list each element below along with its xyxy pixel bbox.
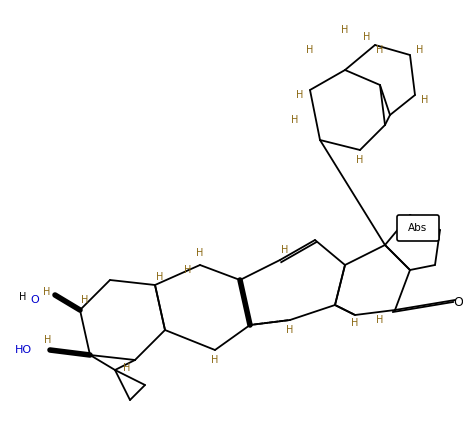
Text: H: H [44,335,52,345]
Text: H: H [43,287,50,297]
Text: H: H [296,90,304,100]
Text: HO: HO [15,345,32,355]
Text: H: H [286,325,294,335]
Text: Abs: Abs [408,223,428,233]
Text: H: H [363,32,371,42]
Text: H: H [282,245,289,255]
Text: H: H [196,248,204,258]
Text: H: H [81,295,89,305]
Text: H: H [376,45,384,55]
Text: H: H [184,265,192,275]
Text: H: H [156,272,164,282]
Text: H: H [123,363,131,373]
Text: H: H [416,45,424,55]
Text: H: H [357,155,364,165]
FancyBboxPatch shape [397,215,439,241]
Text: H: H [19,292,27,302]
Text: H: H [307,45,314,55]
Text: H: H [421,95,429,105]
Text: H: H [211,355,219,365]
Text: H: H [291,115,299,125]
Text: H: H [341,25,349,35]
Text: O: O [31,295,39,305]
Text: H: H [376,315,384,325]
Text: H: H [351,318,359,328]
Text: O: O [453,296,463,308]
